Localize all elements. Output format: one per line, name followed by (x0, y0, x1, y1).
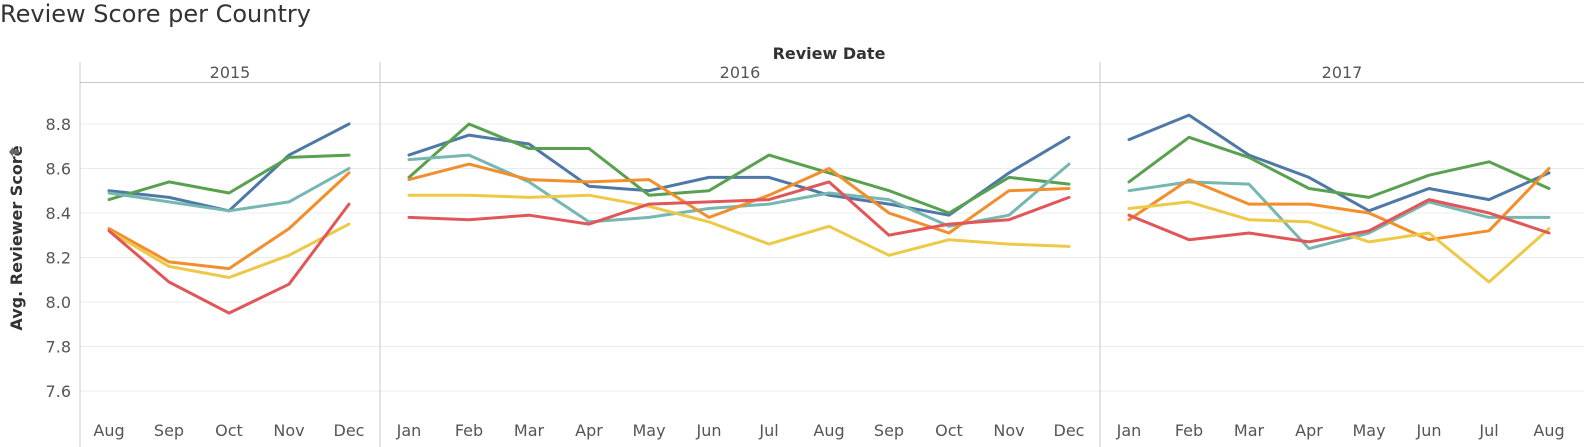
x-tick-label: Sep (874, 421, 904, 440)
x-tick-label: Dec (334, 421, 365, 440)
panel-year-label: 2016 (720, 63, 761, 82)
series-line[interactable] (107, 202, 351, 315)
y-tick-label: 8.6 (46, 160, 71, 179)
x-tick-label: Jul (1478, 421, 1498, 440)
x-tick-label: Jan (396, 421, 422, 440)
chart-title: Review Score per Country (0, 0, 311, 28)
series-line[interactable] (1127, 200, 1551, 284)
y-tick-label: 7.6 (46, 382, 71, 401)
x-tick-label: Mar (1234, 421, 1265, 440)
panel-year-label: 2017 (1322, 63, 1363, 82)
x-tick-label: Feb (455, 421, 483, 440)
panel-year-label: 2015 (210, 63, 251, 82)
x-tick-label: Aug (93, 421, 124, 440)
series-line[interactable] (1127, 198, 1551, 244)
y-axis-title-group: Avg. Reviewer Score (7, 145, 26, 330)
grid-layer (80, 123, 1584, 392)
y-axis-title: Avg. Reviewer Score (7, 145, 26, 330)
y-tick-label: 8.0 (46, 293, 71, 312)
series-line[interactable] (107, 153, 351, 202)
x-tick-label: Jan (1116, 421, 1142, 440)
y-tick-label: 8.4 (46, 204, 71, 223)
x-tick-label: Jun (696, 421, 722, 440)
x-tick-label: Jul (758, 421, 778, 440)
panel-frames (79, 62, 1584, 447)
x-tick-label: Dec (1054, 421, 1085, 440)
series-line[interactable] (1127, 167, 1551, 242)
x-tick-label: Nov (993, 421, 1024, 440)
series-line[interactable] (407, 122, 1071, 215)
series-layer (107, 113, 1551, 315)
y-tick-label: 7.8 (46, 338, 71, 357)
x-tick-label: May (1352, 421, 1385, 440)
x-tick-label: Mar (514, 421, 545, 440)
tick-labels: 7.6 7.8 8.0 8.2 8.4 8.6 8.8 2015 Aug Sep Oct Nov Dec… (46, 63, 1565, 440)
series-line[interactable] (407, 180, 1071, 237)
series-line[interactable] (107, 222, 351, 279)
x-tick-label: Feb (1175, 421, 1203, 440)
x-tick-label: Oct (935, 421, 963, 440)
pin-icon[interactable] (9, 147, 19, 157)
x-tick-label: Apr (1295, 421, 1323, 440)
x-tick-label: Aug (813, 421, 844, 440)
y-tick-label: 8.2 (46, 249, 71, 268)
series-line[interactable] (107, 171, 351, 271)
x-tick-label: May (632, 421, 665, 440)
series-line[interactable] (407, 193, 1071, 257)
x-tick-label: Aug (1533, 421, 1564, 440)
x-axis-title: Review Date (773, 44, 886, 63)
x-tick-label: Nov (273, 421, 304, 440)
x-tick-label: Apr (575, 421, 603, 440)
x-tick-label: Oct (215, 421, 243, 440)
series-line[interactable] (1127, 135, 1551, 199)
x-tick-label: Jun (1416, 421, 1442, 440)
y-tick-label: 8.8 (46, 115, 71, 134)
x-tick-label: Sep (154, 421, 184, 440)
series-line[interactable] (407, 162, 1071, 235)
series-line[interactable] (107, 167, 351, 213)
